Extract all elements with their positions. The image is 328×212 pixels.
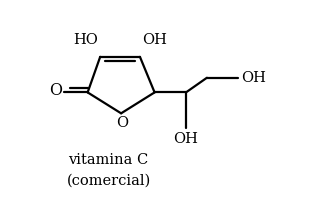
Text: OH: OH: [142, 33, 167, 47]
Text: HO: HO: [73, 33, 98, 47]
Text: O: O: [50, 82, 63, 99]
Text: OH: OH: [174, 132, 198, 146]
Text: (comercial): (comercial): [67, 174, 151, 188]
Text: O: O: [116, 116, 128, 130]
Text: vitamina C: vitamina C: [69, 153, 149, 167]
Text: OH: OH: [241, 71, 266, 85]
